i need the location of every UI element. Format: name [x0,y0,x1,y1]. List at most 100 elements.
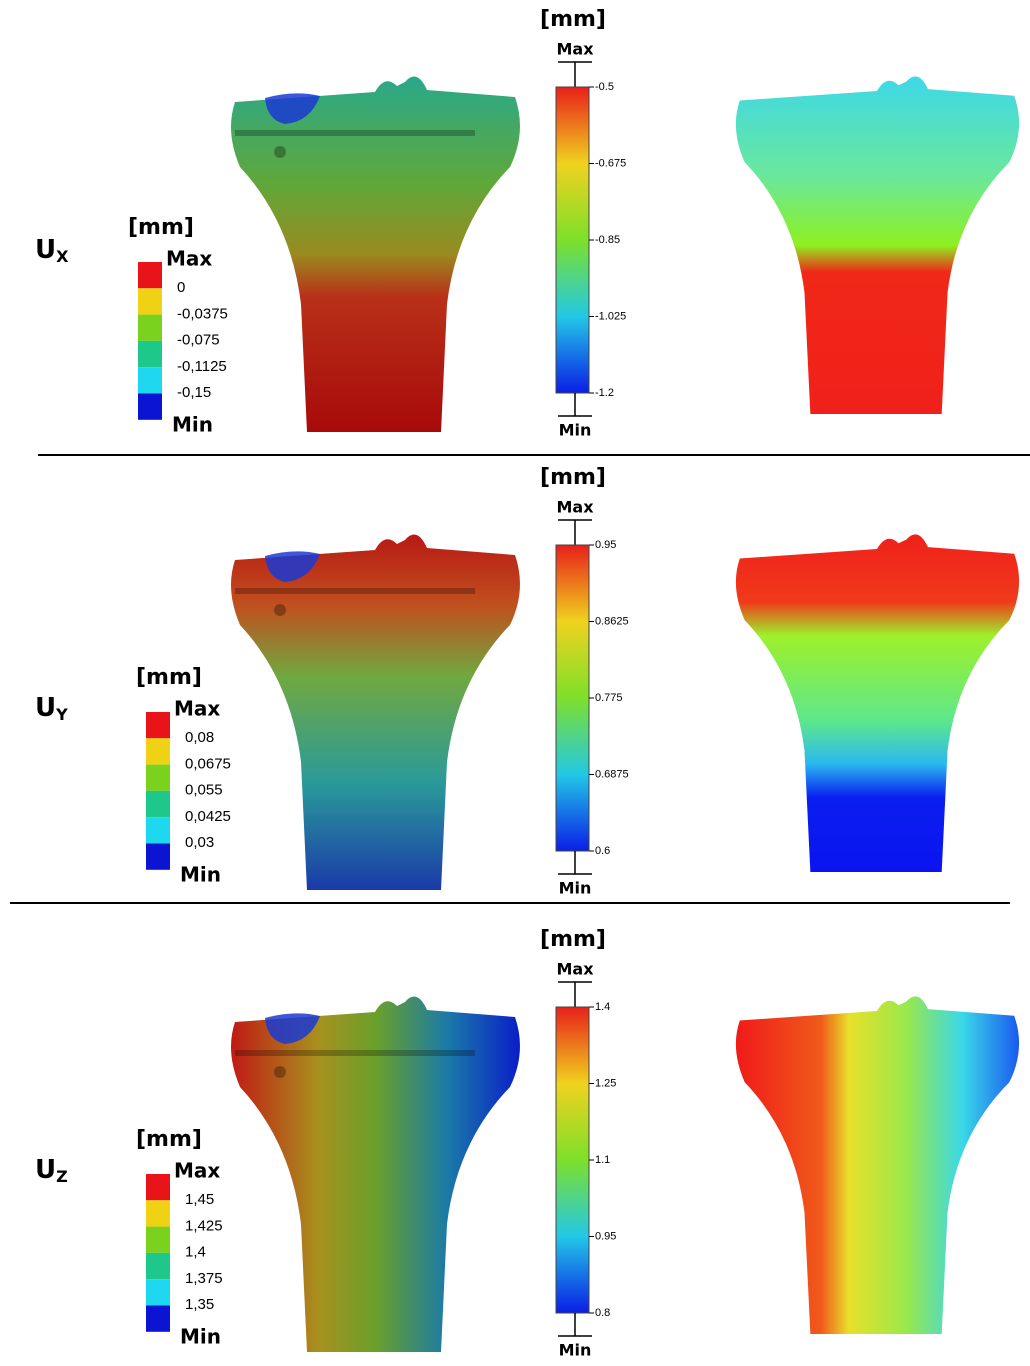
colorbar-max: Max [556,960,594,979]
colorbar [555,86,590,394]
colorbar-tick-label: -0.5 [595,81,614,93]
colorbar-unit: [mm] [540,927,606,952]
legend-swatch [146,1279,170,1306]
legend-level: 0,03 [185,834,214,851]
row-label: UY [35,693,68,724]
colorbar-tick-label: -1.2 [595,387,614,399]
colorbar-tick-label: 0.8625 [595,615,629,627]
fe-notch [265,93,320,124]
fe-hole [274,1066,286,1078]
legend-swatch [146,1252,170,1280]
legend-level: 0,0675 [185,755,231,772]
fe-slot [235,1050,475,1056]
symbol: U [35,235,56,265]
legend-unit: [mm] [136,665,202,690]
legend-unit: [mm] [128,215,194,240]
subscript: Y [55,705,68,724]
legend-swatch [138,393,162,420]
legend-swatch [138,314,162,341]
row-label: UX [35,235,69,266]
dic-bone [735,996,1020,1334]
dic-measurement [735,534,1020,872]
colorbar-min: Min [559,879,592,898]
legend-swatch [146,1305,170,1332]
colorbar-min: Min [559,421,592,440]
fe-bone [231,996,520,1352]
legend-level: -0,1125 [177,358,227,375]
symbol: U [35,693,56,723]
dic-measurement [735,76,1020,415]
legend-max: Max [174,697,220,721]
legend-unit: [mm] [136,1127,202,1152]
fe-model [231,76,520,433]
colorbar-tick-label: -1.025 [595,310,626,322]
colorbar-tick-label: -0.85 [595,234,620,246]
scale-legend: [mm] Max 0,08 0,0675 0,055 0,0425 0,03 Min [136,665,231,887]
fe-slot [235,130,475,136]
colorbar-unit: [mm] [540,465,606,490]
row: UY[mm]Max0,080,06750,0550,04250,03Min[mm… [35,465,1020,898]
legend-level: 0,08 [185,729,214,746]
colorbar-tick-label: 0.95 [595,1230,616,1242]
colorbar-tick-label: 0.6875 [595,768,629,780]
colorbar-max: Max [556,40,594,59]
row-label: UZ [35,1155,68,1186]
legend-swatch [138,340,162,368]
legend-swatch [146,738,170,765]
legend-swatch [146,1200,170,1227]
legend-swatch [146,790,170,818]
legend-max: Max [166,247,212,271]
colorbar-tick-label: 1.1 [595,1154,610,1166]
row: UX[mm]Max0-0,0375-0,075-0,1125-0,15Min[m… [35,7,1020,440]
dic-measurement [735,996,1020,1334]
symbol: U [35,1155,56,1185]
colorbar-tick-label: 1.4 [595,1001,610,1013]
fe-notch [265,1013,320,1044]
colorbar-tick-label: 0.6 [595,845,610,857]
legend-min: Min [180,1325,221,1349]
colorbar-tick-label: -0.675 [595,157,626,169]
scale-legend: [mm] Max 0 -0,0375 -0,075 -0,1125 -0,15 Min [128,215,228,437]
colorbar [555,544,590,852]
colorbar [555,1006,590,1314]
fe-hole [274,604,286,616]
legend-level: -0,075 [177,332,220,349]
legend-level: 1,45 [185,1191,214,1208]
subscript: X [56,247,69,266]
fe-model [231,534,520,890]
legend-level: 0 [177,279,185,296]
dic-bone [735,76,1020,415]
row: UZ [mm] Max 1,45 1,425 1,4 1,375 1,35 Min [mm] Max… [35,927,1020,1360]
legend-swatch [146,817,170,844]
legend-swatch [146,712,170,739]
legend-min: Min [172,413,213,437]
colorbar-max: Max [556,498,594,517]
legend-level: 1,4 [185,1244,206,1261]
legend-max: Max [174,1159,220,1183]
legend-level: 0,0425 [185,808,231,825]
legend-level: 1,35 [185,1296,214,1313]
fe-bone [231,534,520,890]
legend-swatch [146,1174,170,1201]
legend-level: 1,375 [185,1270,223,1287]
legend-min: Min [180,863,221,887]
legend-swatch [138,288,162,315]
fe-slot [235,588,475,594]
legend-level: 0,055 [185,782,223,799]
scale-legend: [mm] Max 1,45 1,425 1,4 1,375 1,35 Min [136,1127,223,1349]
legend-level: -0,15 [177,384,211,401]
fe-model [231,996,520,1352]
fe-bone [231,76,520,433]
colorbar-tick-label: 1.25 [595,1077,616,1089]
colorbar-unit: [mm] [540,7,606,32]
legend-swatch [138,262,162,289]
colorbar-tick-label: 0.8 [595,1307,610,1319]
dic-bone [735,534,1020,872]
fe-hole [274,146,286,158]
fe-notch [265,551,320,582]
subscript: Z [56,1167,68,1186]
legend-level: 1,425 [185,1217,223,1234]
colorbar-tick-label: 0.775 [595,692,623,704]
legend-swatch [146,1226,170,1253]
